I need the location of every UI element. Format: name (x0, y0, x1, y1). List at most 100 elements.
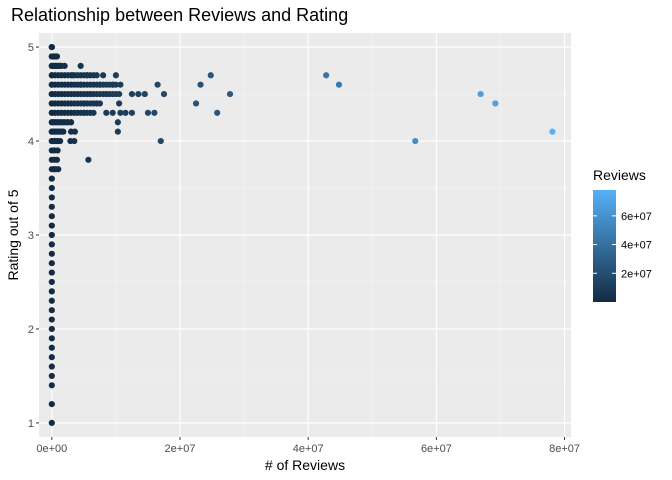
color-legend: Reviews 2e+07 4e+07 6e+07 (593, 167, 652, 302)
data-point (48, 231, 55, 239)
data-point (48, 260, 55, 267)
data-point (226, 90, 234, 98)
data-point (116, 100, 123, 107)
y-axis-label: Rating out of 5 (5, 189, 21, 280)
data-point (48, 363, 55, 370)
legend-tick-label: 2e+07 (621, 268, 652, 280)
data-point (67, 119, 75, 126)
data-point (48, 241, 55, 248)
data-points (48, 43, 556, 427)
data-point (85, 156, 92, 163)
data-point (90, 109, 97, 116)
x-tick-label: 6e+07 (421, 443, 452, 455)
data-point (109, 109, 116, 116)
data-point (48, 297, 55, 304)
data-point (412, 137, 419, 145)
y-tick-label: 4 (28, 136, 34, 148)
data-point (48, 184, 55, 192)
data-point (57, 62, 64, 69)
data-point (114, 128, 121, 135)
data-point (122, 109, 129, 116)
data-point (197, 81, 204, 88)
legend-ticks: 2e+07 4e+07 6e+07 (593, 211, 652, 280)
data-point (48, 288, 55, 295)
data-point (112, 72, 120, 79)
data-point (99, 72, 107, 79)
data-point (48, 90, 55, 98)
data-point (207, 72, 214, 79)
data-point (157, 137, 164, 145)
data-point (48, 372, 55, 380)
data-point (48, 344, 55, 351)
x-tick-label: 8e+07 (549, 443, 580, 455)
data-point (477, 90, 484, 98)
x-tick-label: 4e+07 (293, 443, 324, 455)
data-point (114, 119, 121, 126)
data-point (48, 222, 55, 229)
data-point (144, 109, 152, 116)
data-point (93, 72, 100, 79)
data-point (48, 269, 55, 276)
data-point (57, 137, 64, 145)
data-point (80, 109, 87, 116)
x-axis-label: # of Reviews (265, 457, 345, 473)
data-point (48, 43, 55, 51)
data-point (48, 401, 55, 408)
data-point (48, 100, 55, 107)
data-point (492, 100, 499, 107)
data-point (54, 147, 61, 154)
data-point (96, 81, 103, 88)
data-point (48, 109, 55, 116)
data-point (128, 90, 136, 98)
legend-tick-label: 6e+07 (621, 211, 652, 223)
data-point (48, 81, 55, 88)
data-point (116, 90, 123, 98)
data-point (135, 90, 142, 98)
x-tick-label: 0e+00 (36, 443, 67, 455)
data-point (48, 419, 55, 427)
data-point (151, 109, 158, 116)
data-point (48, 382, 55, 389)
data-point (48, 316, 55, 323)
y-tick-label: 3 (28, 230, 34, 242)
data-point (48, 213, 55, 220)
data-point (141, 90, 148, 98)
legend-colorbar (593, 190, 616, 302)
data-point (93, 100, 100, 107)
y-tick-label: 2 (28, 324, 34, 336)
legend-tick-label: 4e+07 (621, 240, 652, 252)
data-point (549, 128, 556, 135)
data-point (48, 250, 55, 257)
data-point (48, 278, 55, 286)
data-point (214, 109, 221, 116)
data-point (77, 81, 84, 88)
data-point (117, 109, 124, 116)
data-point (55, 166, 62, 173)
x-tick-label: 2e+07 (165, 443, 196, 455)
data-point (77, 62, 84, 69)
data-point (80, 100, 87, 107)
axes: 0e+00 2e+07 4e+07 6e+07 8e+07 1 2 3 4 5 (28, 42, 580, 455)
chart-title: Relationship between Reviews and Rating (11, 5, 348, 25)
data-point (160, 90, 168, 98)
data-point (48, 175, 55, 182)
data-point (192, 100, 200, 107)
data-point (60, 128, 67, 135)
data-point (53, 156, 61, 163)
data-point (71, 137, 78, 145)
data-point (48, 354, 55, 361)
data-point (71, 128, 78, 135)
data-point (87, 90, 94, 98)
data-point (48, 194, 55, 201)
grid-lines (39, 33, 571, 437)
data-point (128, 109, 136, 116)
legend-title: Reviews (593, 167, 646, 183)
y-tick-label: 1 (28, 418, 34, 430)
data-point (69, 72, 76, 79)
data-point (61, 62, 68, 69)
data-point (48, 72, 55, 79)
data-point (103, 109, 110, 116)
data-point (48, 335, 55, 342)
data-point (53, 53, 61, 60)
